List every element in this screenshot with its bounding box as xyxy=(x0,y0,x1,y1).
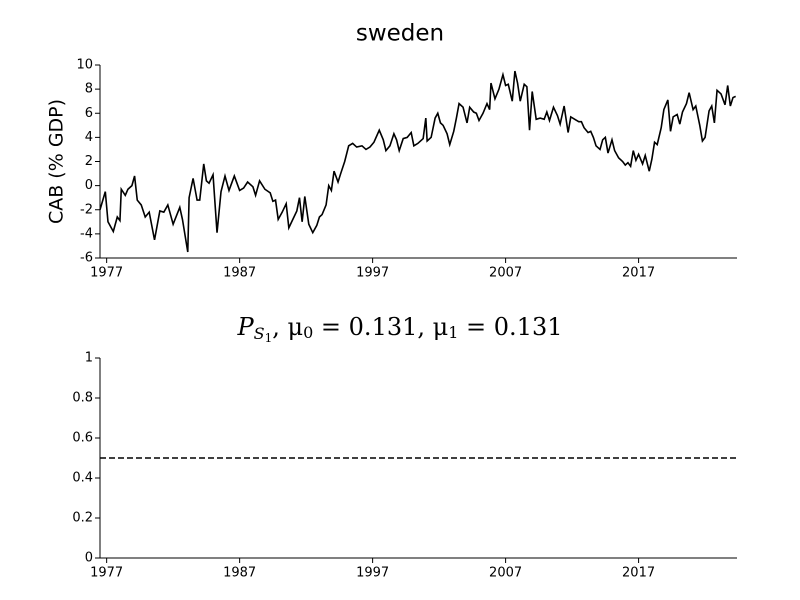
title-part: 1 xyxy=(265,331,273,345)
y-axis-label: CAB (% GDP) xyxy=(46,99,68,224)
y-tick-label: -4 xyxy=(80,226,93,241)
x-tick-label: 2017 xyxy=(622,566,655,581)
chart-title: PS1, μ0 = 0.131, μ1 = 0.131 xyxy=(236,313,562,345)
y-tick-label: 0.8 xyxy=(72,391,93,406)
y-tick-label: 4 xyxy=(85,130,93,145)
y-tick-label: 1 xyxy=(85,351,93,366)
y-tick-label: -2 xyxy=(80,202,93,217)
title-part: P xyxy=(236,313,254,341)
title-part: 0 xyxy=(303,323,313,342)
x-tick-label: 2007 xyxy=(489,566,522,581)
series-line xyxy=(99,70,737,253)
y-tick-label: 6 xyxy=(85,106,93,121)
x-tick-label: 1997 xyxy=(356,566,389,581)
x-tick-label: 2017 xyxy=(622,266,655,281)
title-part: , μ xyxy=(272,313,303,341)
x-tick-label: 1987 xyxy=(223,266,256,281)
y-tick-label: 0.2 xyxy=(72,511,93,526)
y-tick-label: 2 xyxy=(85,154,93,169)
y-tick-label: 0.6 xyxy=(72,431,93,446)
y-tick-label: 10 xyxy=(76,58,93,73)
title-part: = 0.131, μ xyxy=(313,313,448,341)
y-tick-label: -6 xyxy=(80,251,93,266)
title-part: 1 xyxy=(448,323,458,342)
y-tick-label: 8 xyxy=(85,82,93,97)
y-tick-label: 0 xyxy=(85,551,93,566)
x-tick-label: 1977 xyxy=(90,566,123,581)
y-tick-label: 0 xyxy=(85,178,93,193)
title-part: S xyxy=(254,324,265,343)
title-part: = 0.131 xyxy=(458,313,562,341)
y-tick-label: 0.4 xyxy=(72,471,93,486)
x-tick-label: 2007 xyxy=(489,266,522,281)
chart-title: sweden xyxy=(356,21,444,47)
x-tick-label: 1997 xyxy=(356,266,389,281)
x-tick-label: 1987 xyxy=(223,566,256,581)
x-tick-label: 1977 xyxy=(90,266,123,281)
